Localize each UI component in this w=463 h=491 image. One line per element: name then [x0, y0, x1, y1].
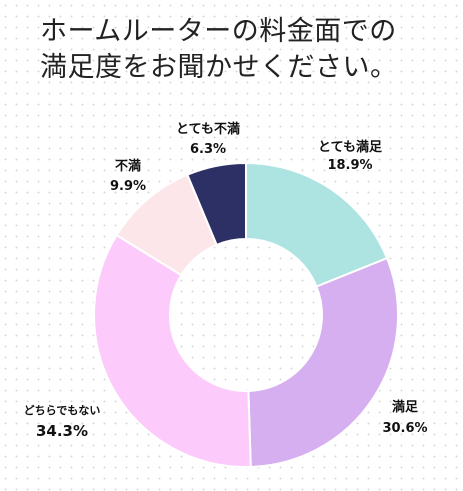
slice-value-dissatisfied: 9.9%: [110, 179, 146, 194]
slice-label-neutral: どちらでもない: [24, 404, 101, 417]
chart-title-line-2: 満足度をお聞かせください。: [40, 52, 398, 83]
slice-satisfied: [247, 256, 399, 468]
slice-value-very-dissatisfied: 6.3%: [190, 142, 226, 157]
chart-title: ホームルーターの料金面での 満足度をお聞かせください。: [40, 14, 398, 86]
slice-value-neutral: 34.3%: [36, 422, 88, 440]
slice-value-very-satisfied: 18.9%: [327, 158, 372, 173]
slice-label-satisfied: 満足: [392, 399, 419, 415]
donut-slices: [93, 161, 399, 468]
slice-value-satisfied: 30.6%: [382, 421, 427, 436]
slice-label-dissatisfied: 不満: [115, 158, 141, 174]
slice-neutral: [93, 233, 252, 468]
slice-label-very-satisfied: とても満足: [318, 139, 383, 155]
chart-title-line-1: ホームルーターの料金面での: [40, 16, 397, 47]
slice-very-dissatisfied: [186, 161, 247, 247]
slice-label-very-dissatisfied: とても不満: [176, 121, 240, 137]
slice-labels: とても満足 18.9% 満足 30.6% どちらでもない 34.3% 不満 9.…: [24, 121, 428, 440]
slice-very-satisfied: [245, 161, 389, 288]
